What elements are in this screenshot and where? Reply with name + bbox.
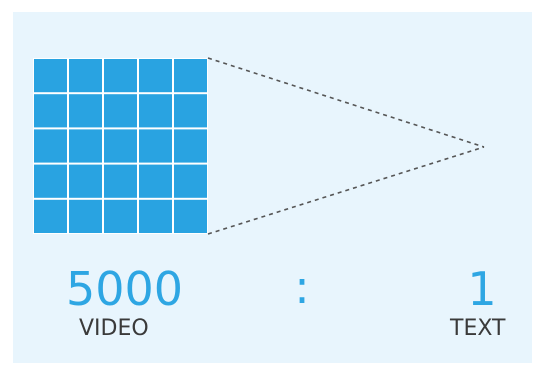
- video-label: VIDEO: [79, 316, 149, 341]
- grid-cell: [34, 199, 67, 233]
- grid-cell: [174, 59, 207, 93]
- grid-cell: [34, 59, 67, 93]
- text-label: TEXT: [450, 316, 506, 341]
- grid-cell: [174, 164, 207, 198]
- grid-cell: [104, 59, 137, 93]
- grid-cell: [34, 94, 67, 128]
- grid-cell: [104, 129, 137, 163]
- grid-cell: [139, 59, 172, 93]
- text-count: 1: [467, 262, 497, 316]
- grid-cell: [104, 199, 137, 233]
- video-frame-grid: [33, 58, 208, 234]
- grid-cell: [69, 59, 102, 93]
- grid-cell: [104, 164, 137, 198]
- grid-cell: [139, 199, 172, 233]
- grid-cell: [174, 199, 207, 233]
- grid-cell: [139, 129, 172, 163]
- lower-dashed-line: [207, 146, 485, 235]
- ratio-separator: :: [294, 260, 310, 314]
- grid-cell: [174, 129, 207, 163]
- grid-cell: [139, 94, 172, 128]
- grid-cell: [104, 94, 137, 128]
- grid-cell: [69, 94, 102, 128]
- grid-cell: [69, 164, 102, 198]
- grid-cell: [69, 199, 102, 233]
- grid-cell: [174, 94, 207, 128]
- grid-cell: [69, 129, 102, 163]
- upper-dashed-line: [207, 57, 485, 148]
- grid-cell: [34, 129, 67, 163]
- video-count: 5000: [66, 262, 184, 316]
- grid-cell: [34, 164, 67, 198]
- grid-cell: [139, 164, 172, 198]
